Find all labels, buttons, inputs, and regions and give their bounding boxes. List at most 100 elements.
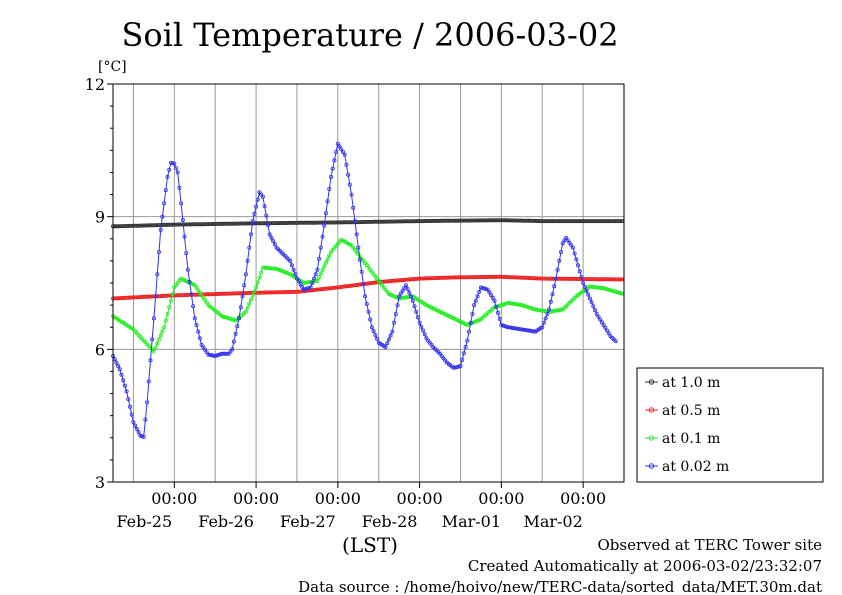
data-point bbox=[151, 349, 156, 354]
data-point bbox=[473, 298, 478, 303]
data-point bbox=[420, 328, 425, 333]
footer-created: Created Automatically at 2006-03-02/23:3… bbox=[468, 557, 822, 575]
data-point bbox=[156, 249, 161, 254]
data-point bbox=[572, 251, 577, 256]
data-point bbox=[351, 205, 356, 210]
data-point bbox=[298, 282, 303, 287]
data-point bbox=[250, 219, 255, 224]
data-point bbox=[405, 287, 410, 292]
data-point bbox=[613, 289, 618, 294]
data-point bbox=[162, 201, 167, 206]
series-line bbox=[112, 142, 618, 438]
legend-swatch-marker bbox=[648, 435, 655, 441]
data-point bbox=[271, 238, 276, 243]
data-point bbox=[489, 293, 494, 298]
data-point bbox=[247, 245, 252, 250]
data-point bbox=[308, 285, 313, 290]
data-point bbox=[593, 308, 598, 313]
data-point bbox=[288, 258, 293, 263]
data-point bbox=[335, 141, 340, 146]
data-point bbox=[587, 296, 592, 301]
data-point bbox=[158, 333, 163, 338]
data-point bbox=[117, 367, 122, 372]
data-point bbox=[250, 293, 255, 298]
data-point bbox=[230, 317, 235, 322]
data-point bbox=[342, 152, 347, 157]
data-point bbox=[354, 232, 359, 237]
data-point bbox=[262, 204, 267, 209]
data-point bbox=[547, 307, 552, 312]
data-point bbox=[170, 161, 175, 166]
data-point bbox=[305, 286, 310, 291]
data-point bbox=[163, 318, 168, 323]
data-point bbox=[230, 347, 235, 352]
data-point bbox=[233, 331, 238, 336]
data-point bbox=[252, 289, 257, 294]
chart-title: Soil Temperature / 2006-03-02 bbox=[121, 16, 618, 54]
data-point bbox=[150, 337, 155, 342]
data-point bbox=[160, 329, 165, 334]
y-axis-unit: [°C] bbox=[98, 59, 127, 75]
data-point bbox=[548, 299, 553, 304]
data-point bbox=[257, 275, 262, 280]
data-point bbox=[461, 351, 466, 356]
y-tick-label: 9 bbox=[95, 208, 105, 227]
data-point bbox=[596, 314, 601, 319]
data-point bbox=[163, 188, 168, 193]
data-point bbox=[346, 172, 351, 177]
data-point bbox=[560, 241, 565, 246]
data-point bbox=[247, 301, 252, 306]
y-tick-label: 12 bbox=[85, 75, 105, 94]
data-point bbox=[555, 267, 560, 272]
data-point bbox=[323, 260, 328, 265]
data-point bbox=[559, 307, 564, 312]
series-at-0-5-m bbox=[111, 274, 625, 301]
data-point bbox=[264, 213, 269, 218]
x-axis-label: (LST) bbox=[342, 533, 398, 557]
legend-swatch-marker bbox=[648, 407, 655, 413]
data-point bbox=[214, 353, 219, 358]
data-point bbox=[327, 253, 332, 258]
data-point bbox=[579, 275, 584, 280]
data-point bbox=[403, 283, 408, 288]
data-point bbox=[451, 365, 456, 370]
footer-source: Data source : /home/hoivo/new/TERC-data/… bbox=[298, 578, 822, 595]
data-point bbox=[577, 269, 582, 274]
data-point bbox=[317, 256, 322, 261]
data-point bbox=[294, 276, 299, 281]
data-point bbox=[599, 320, 604, 325]
data-point bbox=[415, 315, 420, 320]
data-point bbox=[235, 324, 240, 329]
data-point bbox=[301, 287, 306, 292]
data-point bbox=[591, 304, 596, 309]
data-point bbox=[167, 305, 172, 310]
legend-box bbox=[636, 367, 824, 483]
data-point bbox=[133, 423, 138, 428]
data-point bbox=[364, 301, 369, 306]
data-point bbox=[119, 372, 124, 377]
data-point bbox=[472, 303, 477, 308]
data-point bbox=[357, 257, 362, 262]
data-point bbox=[267, 232, 272, 237]
data-point bbox=[259, 270, 264, 275]
data-point bbox=[466, 329, 471, 334]
data-point bbox=[543, 316, 548, 321]
data-point bbox=[422, 332, 427, 337]
data-point bbox=[499, 303, 504, 308]
y-tick-labels: 3 6 9 12 bbox=[85, 75, 113, 492]
data-point bbox=[615, 290, 620, 295]
data-point bbox=[458, 364, 463, 369]
data-point bbox=[521, 303, 526, 308]
data-point bbox=[179, 201, 184, 206]
data-point bbox=[240, 294, 245, 299]
data-point bbox=[196, 329, 201, 334]
data-point bbox=[419, 324, 424, 329]
data-point bbox=[167, 167, 172, 172]
data-point bbox=[162, 325, 167, 330]
data-point bbox=[492, 298, 497, 303]
data-point bbox=[219, 314, 224, 319]
data-point bbox=[289, 263, 294, 268]
data-point bbox=[254, 204, 259, 209]
data-point bbox=[160, 214, 165, 219]
data-point bbox=[187, 279, 192, 284]
